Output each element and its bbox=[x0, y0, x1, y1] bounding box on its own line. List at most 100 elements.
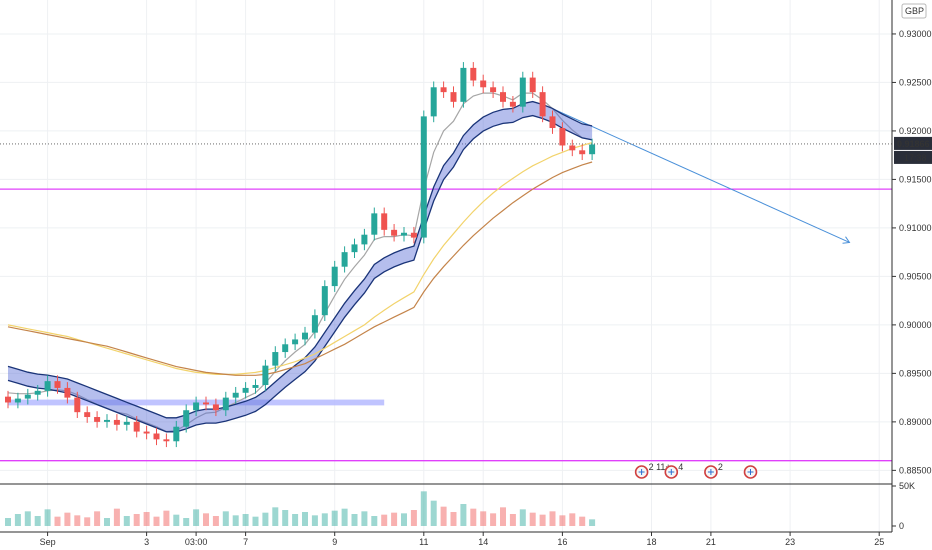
volume-tick-label: 0 bbox=[899, 521, 904, 531]
volume-bar bbox=[44, 509, 51, 526]
time-tick-label: 16 bbox=[557, 537, 567, 547]
ema-ribbon-lower bbox=[7, 114, 593, 433]
indicator-layer bbox=[7, 92, 593, 433]
candle-body bbox=[173, 426, 180, 442]
volume-bar bbox=[509, 514, 516, 526]
volume-bar bbox=[5, 518, 11, 526]
price-tick-label: 0.90000 bbox=[899, 320, 932, 330]
volume-bar bbox=[173, 514, 180, 526]
candle-body bbox=[94, 417, 101, 422]
candle-body bbox=[193, 402, 200, 411]
time-tick-label: 23 bbox=[785, 537, 795, 547]
candle-body bbox=[321, 286, 328, 316]
volume-bar bbox=[153, 516, 160, 526]
candle-body bbox=[252, 385, 259, 388]
event-marker-count: 2 bbox=[718, 462, 723, 472]
candle-body bbox=[450, 92, 457, 102]
countdown-label-bg bbox=[894, 150, 932, 164]
time-tick-label: 03:00 bbox=[185, 537, 208, 547]
price-axis-panel bbox=[892, 0, 932, 550]
volume-bar bbox=[351, 514, 358, 526]
volume-bar bbox=[480, 511, 487, 526]
last-price-label: 0.91866 bbox=[897, 139, 930, 149]
candle-body bbox=[519, 77, 526, 107]
candle-body bbox=[163, 439, 170, 442]
event-marker-icon: 2 bbox=[704, 462, 723, 479]
volume-bar bbox=[589, 519, 596, 526]
volume-bar bbox=[252, 516, 259, 526]
volume-bar bbox=[74, 515, 81, 526]
volume-bar bbox=[579, 516, 586, 526]
candle-body bbox=[391, 229, 398, 236]
countdown-label: 17:38 bbox=[904, 153, 927, 163]
candle-body bbox=[133, 421, 140, 432]
candle-body bbox=[549, 116, 556, 129]
volume-bar bbox=[242, 514, 249, 526]
volume-bar bbox=[450, 512, 457, 526]
candle-body bbox=[401, 232, 407, 236]
volume-bar bbox=[549, 511, 556, 526]
candle-body bbox=[460, 67, 467, 102]
candle-body bbox=[539, 92, 546, 117]
volume-bar bbox=[104, 518, 110, 526]
event-marker-cross bbox=[668, 469, 675, 475]
candle-body bbox=[113, 419, 120, 425]
candle-body bbox=[64, 387, 71, 398]
volume-bar bbox=[222, 511, 229, 526]
volume-bar bbox=[193, 509, 200, 526]
candle-body bbox=[282, 344, 289, 353]
volume-bar bbox=[94, 511, 101, 526]
candle-body bbox=[351, 244, 358, 253]
candle-body bbox=[262, 365, 269, 386]
indicator-line bbox=[7, 161, 593, 376]
volume-bar bbox=[519, 509, 526, 526]
candle-body bbox=[440, 87, 447, 93]
candle-body bbox=[34, 390, 41, 395]
volume-bar bbox=[64, 512, 71, 526]
trend-line bbox=[552, 108, 850, 243]
price-tick-label: 0.90500 bbox=[899, 271, 932, 281]
candle-body bbox=[143, 431, 150, 434]
candle-body bbox=[302, 332, 308, 340]
candle-body bbox=[104, 419, 110, 422]
volume-bar bbox=[381, 514, 388, 526]
price-tick-label: 0.92000 bbox=[899, 126, 932, 136]
volume-bar bbox=[34, 516, 41, 526]
volume-bar bbox=[410, 510, 417, 526]
ema-ribbon-upper bbox=[7, 100, 593, 419]
volume-bar bbox=[529, 512, 536, 526]
price-tick-label: 0.88500 bbox=[899, 465, 932, 475]
candle-body bbox=[341, 252, 348, 267]
volume-bar bbox=[361, 511, 368, 526]
candles-layer bbox=[5, 62, 596, 448]
candle-body bbox=[272, 352, 279, 366]
event-marker-count: 4 bbox=[678, 462, 683, 472]
time-tick-label: 9 bbox=[332, 537, 337, 547]
ema-ribbon-fill bbox=[8, 101, 593, 432]
volume-bar bbox=[430, 500, 437, 526]
volume-bar bbox=[401, 513, 407, 526]
price-tick-label: 0.93000 bbox=[899, 29, 932, 39]
candle-body bbox=[74, 397, 81, 413]
volume-bar bbox=[490, 513, 497, 526]
price-tick-label: 0.89500 bbox=[899, 368, 932, 378]
candle-body bbox=[54, 381, 61, 388]
event-marker-cross bbox=[707, 469, 714, 475]
candle-body bbox=[183, 410, 190, 427]
candle-body bbox=[311, 315, 318, 333]
event-marker-icon bbox=[743, 465, 758, 479]
volume-bar bbox=[311, 515, 318, 526]
volume-bar bbox=[54, 516, 61, 526]
volume-bar bbox=[262, 512, 269, 526]
candle-body bbox=[480, 80, 487, 88]
time-tick-label: 7 bbox=[243, 537, 248, 547]
event-marker-icon: 2 11+ bbox=[634, 462, 671, 479]
event-marker-icon: 4 bbox=[664, 462, 683, 479]
candle-body bbox=[153, 433, 160, 440]
candle-body bbox=[589, 144, 596, 155]
price-tick-label: 0.89000 bbox=[899, 417, 932, 427]
volume-bar bbox=[470, 508, 477, 526]
price-tick-label: 0.91500 bbox=[899, 174, 932, 184]
